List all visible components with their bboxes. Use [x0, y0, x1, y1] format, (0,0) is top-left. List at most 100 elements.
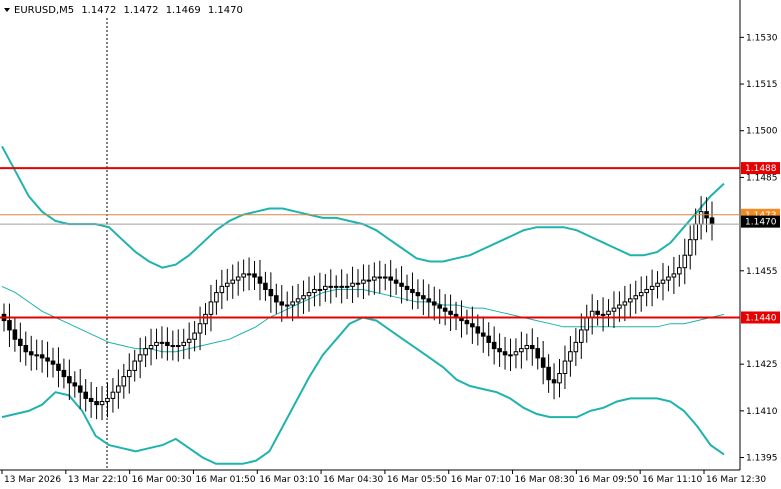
candle-body [677, 267, 682, 275]
candle [83, 379, 88, 412]
time-tick-label: 16 Mar 00:30 [132, 475, 192, 485]
candle-body [355, 282, 361, 285]
candle-body [666, 276, 671, 281]
ohlc-open: 1.1472 [81, 5, 116, 16]
candle [12, 317, 18, 352]
candle [224, 268, 230, 301]
candle-body [224, 282, 230, 287]
candle-body [344, 285, 350, 288]
candle [638, 276, 644, 312]
time-tick-label: 16 Mar 07:10 [451, 475, 511, 485]
candle-body [323, 285, 328, 290]
candle-body [181, 341, 187, 346]
candle [301, 280, 306, 314]
candle-body [573, 341, 579, 353]
candle [121, 363, 127, 399]
candle [290, 285, 295, 322]
candle-body [497, 348, 502, 353]
candle-body [361, 279, 366, 284]
candle-body [578, 329, 584, 343]
candle-body [475, 326, 481, 334]
bid-badge: 1.1470 [741, 215, 780, 228]
candle [524, 333, 530, 361]
candle-body [274, 295, 279, 303]
bid-badge-box [741, 215, 780, 228]
candle-body [628, 298, 633, 303]
candle [448, 294, 453, 331]
candle [508, 338, 513, 372]
candle-body [61, 369, 67, 378]
candle [644, 275, 649, 307]
candle-body [600, 313, 606, 316]
candle [622, 285, 628, 322]
candle-body [219, 285, 225, 294]
candle-body [263, 282, 268, 290]
candle [88, 382, 94, 418]
candle [110, 377, 116, 413]
candle-body [284, 304, 290, 307]
candle [175, 329, 181, 362]
candle [633, 280, 639, 314]
candle [578, 313, 584, 359]
candle [415, 279, 421, 309]
candle-body [540, 357, 546, 368]
candle [393, 268, 399, 295]
candle-body [655, 282, 660, 287]
candle-body [611, 307, 617, 312]
candle [372, 262, 377, 295]
candle [595, 300, 600, 326]
time-tick-label: 13 Mar 2026 [4, 475, 61, 485]
candle-body [339, 285, 344, 288]
candle-body [415, 292, 421, 297]
candle [410, 272, 415, 310]
candle-body [421, 295, 426, 300]
candle-body [671, 273, 677, 278]
candle-body [508, 354, 513, 357]
chart-title: EURUSD,M5 1.1472 1.1472 1.1469 1.1470 [4, 5, 243, 16]
candle [540, 340, 546, 385]
candle-body [709, 217, 715, 225]
candle-body [67, 376, 72, 384]
candle-body [290, 301, 295, 306]
candle [426, 284, 432, 317]
candle-body [660, 279, 666, 284]
dropdown-triangle-icon[interactable] [4, 8, 10, 12]
candle-body [110, 391, 116, 399]
candle-body [388, 276, 393, 281]
candle [214, 279, 219, 315]
candle-body [257, 276, 263, 284]
candle [568, 336, 573, 377]
candle [170, 330, 176, 361]
candle [99, 386, 105, 421]
candle [72, 371, 78, 398]
candle [557, 359, 562, 398]
candle-body [470, 323, 475, 328]
candle [333, 275, 339, 298]
price-tick-label: 1.1485 [746, 173, 778, 183]
candle [186, 322, 192, 360]
candle-body [464, 320, 470, 325]
ohlc-high: 1.1472 [124, 5, 159, 16]
candle-body [165, 341, 170, 346]
candle [464, 309, 470, 335]
candle-body [192, 332, 197, 340]
candle-body [116, 385, 121, 393]
candle [377, 260, 383, 294]
candle [230, 264, 236, 299]
candle [257, 260, 263, 301]
candle [268, 272, 274, 313]
candle-body [197, 323, 203, 334]
candle-body [301, 295, 306, 300]
candle [132, 349, 138, 382]
candle [39, 340, 45, 373]
level-badge: 1.1440 [741, 311, 780, 324]
candle-body [399, 282, 404, 287]
candle [546, 354, 551, 393]
candle-body [45, 357, 50, 362]
price-tick-label: 1.1515 [746, 80, 778, 90]
candle [67, 359, 72, 400]
candle-body [230, 279, 236, 284]
candle-body [524, 344, 530, 350]
